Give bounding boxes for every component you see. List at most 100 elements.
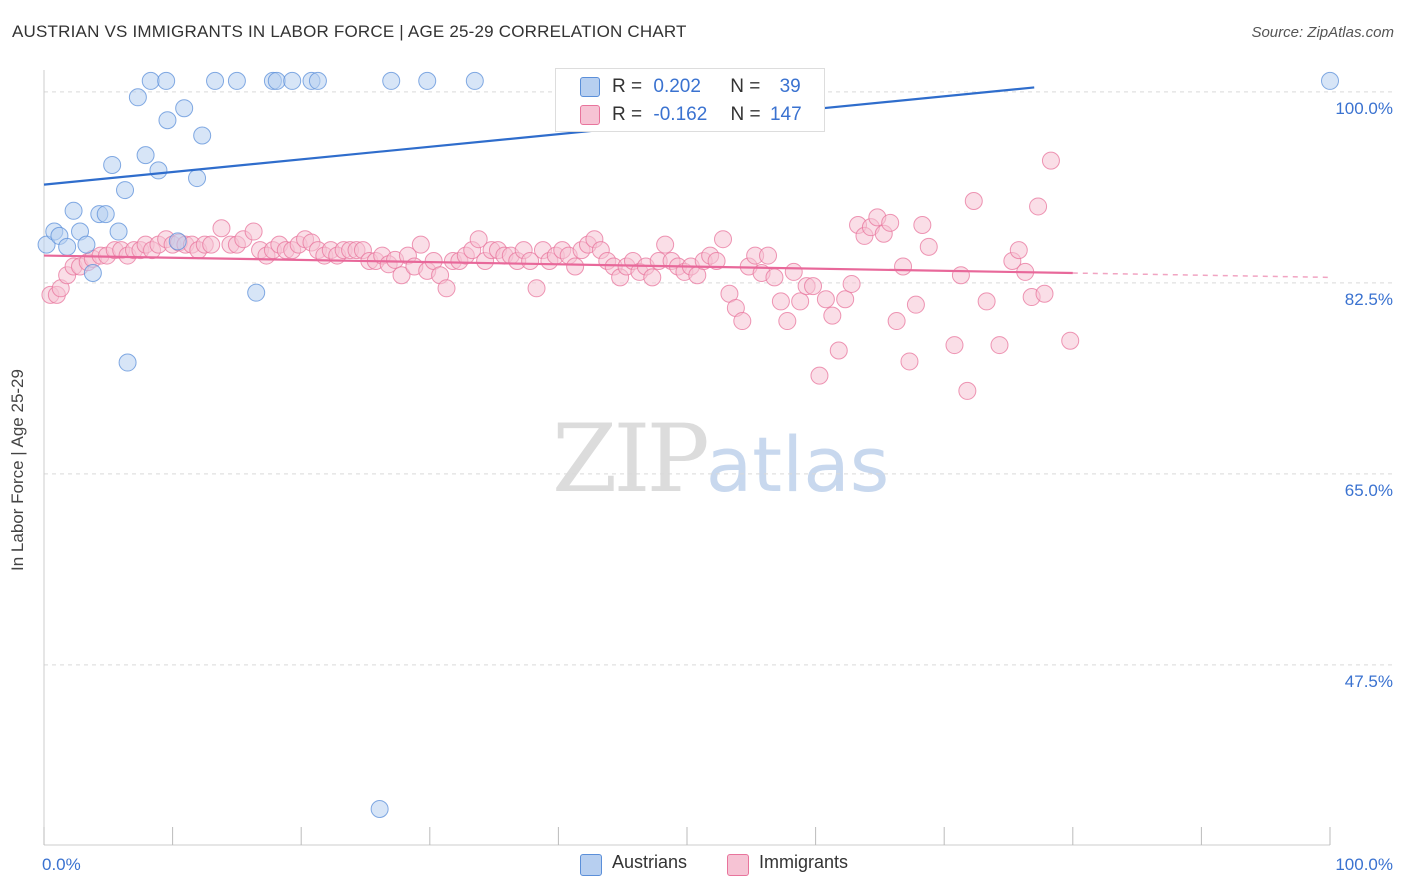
immigrant-point: [212, 219, 231, 238]
legend-swatch-immigrants: [580, 105, 600, 125]
series-swatch-austrians: [580, 854, 602, 876]
immigrant-point: [411, 235, 430, 254]
austrian-point: [267, 71, 286, 90]
immigrant-point: [906, 295, 925, 314]
y-tick-label: 82.5%: [1345, 290, 1393, 309]
chart-title: AUSTRIAN VS IMMIGRANTS IN LABOR FORCE | …: [12, 22, 687, 41]
immigrant-point: [714, 230, 733, 249]
austrian-point: [103, 155, 122, 174]
immigrant-point: [202, 235, 221, 254]
immigrant-point: [527, 279, 546, 298]
stats-legend: R = 0.202 N = 39 R = -0.162 N = 147: [555, 68, 825, 132]
immigrant-point: [733, 312, 752, 331]
immigrant-point: [1029, 197, 1048, 216]
austrian-point: [149, 161, 168, 180]
immigrant-point: [823, 306, 842, 325]
austrian-point: [157, 71, 176, 90]
immigrant-point: [977, 292, 996, 311]
immigrant-point: [951, 266, 970, 285]
austrian-point: [382, 71, 401, 90]
austrian-point: [227, 71, 246, 90]
series-label-immigrants: Immigrants: [759, 852, 849, 872]
immigrant-point: [1041, 151, 1060, 170]
austrian-point: [308, 71, 327, 90]
watermark: ZIPatlas: [552, 405, 889, 514]
y-tick-label: 47.5%: [1345, 672, 1393, 691]
austrian-point: [58, 237, 77, 256]
immigrant-point: [816, 290, 835, 309]
immigrant-point: [784, 262, 803, 281]
immigrant-point: [643, 268, 662, 287]
immigrant-point: [707, 252, 726, 271]
series-label-austrians: Austrians: [612, 852, 688, 872]
austrian-point: [168, 232, 187, 251]
immigrant-point: [894, 257, 913, 276]
legend-text-austrians: R = 0.202 N = 39: [612, 76, 801, 98]
legend-r-value: -0.162: [653, 104, 708, 125]
immigrant-point: [1009, 241, 1028, 260]
austrian-point: [1321, 71, 1339, 90]
immigrant-trend-line: [43, 254, 1073, 275]
austrian-point: [109, 222, 128, 241]
immigrant-point: [842, 274, 861, 293]
immigrant-point: [521, 252, 540, 271]
austrian-point: [465, 71, 484, 90]
trend-layer: [43, 86, 1331, 279]
x-tick-label: 0.0%: [42, 855, 81, 874]
austrian-point: [116, 181, 135, 200]
points-layer: [37, 71, 1339, 818]
immigrant-point: [945, 336, 964, 355]
immigrant-trend-extrapolation: [1072, 272, 1331, 279]
tick-label-layer: 47.5% 65.0% 82.5% 100.0% 0.0% 100.0%: [42, 99, 1393, 874]
immigrant-point: [919, 237, 938, 256]
immigrant-point: [810, 366, 829, 385]
immigrant-point: [990, 336, 1009, 355]
legend-n-label: N =: [730, 104, 761, 125]
austrian-point: [83, 264, 102, 283]
watermark-zip: ZIP: [552, 405, 710, 514]
immigrant-point: [566, 257, 585, 276]
legend-n-value: 39: [779, 76, 801, 97]
immigrant-point: [244, 222, 263, 241]
immigrant-point: [913, 216, 932, 234]
immigrant-point: [1061, 331, 1080, 350]
axis-layer: [43, 70, 1331, 846]
legend-n-label: N =: [730, 76, 761, 97]
austrian-point: [206, 71, 225, 90]
immigrant-point: [656, 235, 675, 254]
immigrant-point: [958, 381, 977, 400]
immigrant-point: [791, 292, 810, 311]
legend-r-value: 0.202: [653, 76, 701, 97]
immigrant-point: [881, 213, 900, 232]
immigrant-point: [1035, 284, 1054, 303]
austrian-point: [96, 205, 115, 224]
austrian-point: [283, 71, 302, 90]
watermark-atlas: atlas: [705, 420, 890, 509]
legend-swatch-austrians: [580, 77, 600, 97]
grid-layer: [44, 91, 1394, 666]
immigrant-point: [759, 246, 778, 265]
immigrant-point: [771, 292, 790, 311]
legend-n-value: 147: [769, 104, 802, 125]
immigrant-point: [392, 266, 411, 285]
y-tick-label: 65.0%: [1345, 481, 1393, 500]
immigrant-point: [887, 312, 906, 331]
austrian-point: [188, 169, 207, 188]
austrian-point: [158, 111, 177, 130]
immigrant-point: [836, 290, 855, 309]
y-tick-label: 100.0%: [1335, 99, 1393, 118]
austrian-point: [136, 146, 155, 165]
immigrant-point: [437, 279, 456, 298]
immigrant-point: [964, 191, 983, 210]
austrian-point: [418, 71, 437, 90]
immigrant-point: [829, 341, 848, 360]
legend-r-label: R =: [612, 76, 643, 97]
austrian-point: [64, 201, 83, 220]
series-swatch-immigrants: [727, 854, 749, 876]
legend-text-immigrants: R = -0.162 N = 147: [612, 104, 802, 126]
immigrant-point: [765, 268, 784, 287]
chart-source: Source: ZipAtlas.com: [1251, 24, 1394, 41]
immigrant-point: [469, 230, 488, 249]
austrian-point: [128, 88, 147, 107]
